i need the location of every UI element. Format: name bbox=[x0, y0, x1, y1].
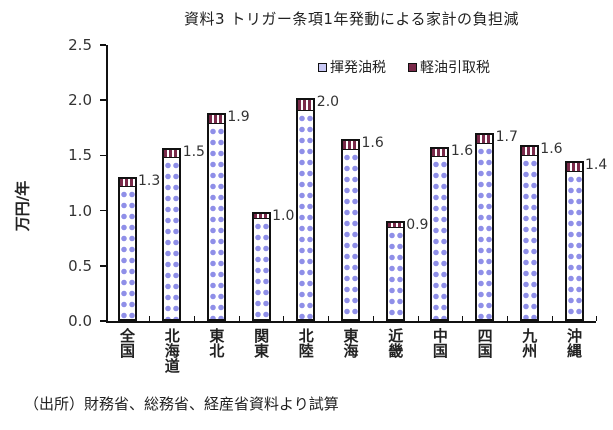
legend-item-diesel-tax: 軽油引取税 bbox=[408, 57, 490, 77]
bar-segment-gasoline-tax bbox=[298, 110, 314, 319]
y-tick-label: 2.0 bbox=[68, 91, 92, 110]
bar-segment-diesel-tax bbox=[566, 162, 582, 172]
y-tick bbox=[100, 154, 106, 157]
y-tick-label: 1.0 bbox=[68, 201, 92, 220]
bar-九州 bbox=[519, 145, 539, 321]
x-tick-label: 東北 bbox=[207, 328, 226, 358]
legend-item-gasoline-tax: 揮発油税 bbox=[318, 57, 386, 77]
x-tick bbox=[462, 316, 464, 321]
bar-segment-gasoline-tax bbox=[164, 158, 180, 319]
y-tick-label: 1.5 bbox=[68, 146, 92, 165]
y-tick bbox=[100, 265, 106, 267]
bar-value-label: 1.6 bbox=[540, 141, 563, 158]
bar-segment-gasoline-tax bbox=[119, 187, 135, 319]
bar-東海 bbox=[341, 138, 360, 321]
x-tick bbox=[238, 316, 240, 321]
chart-title: 資料3 トリガー条項1年発動による家計の負担減 bbox=[184, 10, 519, 28]
bar-value-label: 1.5 bbox=[182, 143, 205, 160]
bar-value-label: 1.9 bbox=[227, 109, 250, 126]
x-tick bbox=[283, 316, 285, 321]
bar-segment-diesel-tax bbox=[164, 149, 180, 159]
bar-北海道 bbox=[162, 147, 182, 321]
x-tick bbox=[506, 316, 508, 321]
bar-segment-gasoline-tax bbox=[387, 227, 403, 319]
bar-四国 bbox=[475, 133, 495, 321]
y-tick bbox=[100, 320, 106, 322]
x-tick-label: 沖縄 bbox=[565, 328, 583, 358]
bar-segment-gasoline-tax bbox=[208, 124, 224, 319]
y-tick-label: 0.0 bbox=[68, 312, 92, 330]
bar-value-label: 1.4 bbox=[585, 156, 608, 173]
bar-segment-diesel-tax bbox=[521, 147, 537, 157]
x-tick-label: 東海 bbox=[341, 328, 360, 358]
legend-label: 軽油引取税 bbox=[420, 60, 490, 76]
legend-swatch-gasoline-icon bbox=[318, 62, 327, 72]
bar-全国 bbox=[117, 177, 137, 321]
x-tick-label: 中国 bbox=[430, 328, 449, 358]
y-axis-label: 万円/年 bbox=[13, 180, 32, 232]
x-tick bbox=[551, 316, 553, 321]
bar-segment-gasoline-tax bbox=[343, 149, 358, 319]
bar-segment-diesel-tax bbox=[119, 179, 135, 188]
bar-沖縄 bbox=[564, 160, 584, 321]
bar-segment-diesel-tax bbox=[387, 222, 403, 228]
y-tick bbox=[100, 99, 106, 101]
bar-value-label: 1.6 bbox=[450, 142, 474, 159]
y-axis bbox=[106, 45, 108, 321]
x-tick-label: 九州 bbox=[520, 328, 539, 358]
x-tick-label: 関東 bbox=[252, 328, 271, 358]
legend-label: 揮発油税 bbox=[330, 60, 386, 76]
x-tick-label: 全国 bbox=[118, 328, 136, 358]
plot-area: 1.3 1.5 1.9 1.0 2.0 1.6 0.9 1.6 1.7 1.6 1.4 bbox=[100, 44, 607, 323]
bar-segment-gasoline-tax bbox=[253, 219, 269, 319]
bar-segment-gasoline-tax bbox=[477, 144, 493, 319]
x-tick bbox=[328, 316, 330, 321]
bar-北陸 bbox=[296, 98, 316, 321]
bar-segment-gasoline-tax bbox=[432, 157, 448, 319]
x-tick-label: 四国 bbox=[475, 328, 494, 358]
bar-segment-diesel-tax bbox=[298, 100, 314, 111]
x-tick-label: 近畿 bbox=[386, 328, 405, 358]
bar-東北 bbox=[206, 113, 226, 321]
legend: 揮発油税 軽油引取税 bbox=[318, 57, 490, 77]
bar-近畿 bbox=[385, 220, 405, 321]
bar-segment-diesel-tax bbox=[343, 140, 358, 150]
legend-swatch-diesel-icon bbox=[408, 62, 417, 72]
x-tick bbox=[149, 316, 151, 321]
x-tick bbox=[417, 316, 419, 321]
bar-segment-diesel-tax bbox=[477, 135, 493, 145]
bar-value-label: 1.6 bbox=[361, 134, 384, 151]
y-tick-label: 0.5 bbox=[68, 256, 92, 275]
x-tick bbox=[596, 316, 598, 321]
bar-value-label: 2.0 bbox=[316, 93, 340, 110]
bar-segment-diesel-tax bbox=[253, 213, 269, 220]
bar-segment-diesel-tax bbox=[432, 148, 448, 158]
y-tick bbox=[100, 44, 106, 46]
bar-value-label: 0.9 bbox=[406, 216, 429, 233]
bar-segment-diesel-tax bbox=[208, 115, 224, 125]
bar-関東 bbox=[251, 211, 271, 321]
x-axis bbox=[106, 321, 596, 323]
bar-value-label: 1.3 bbox=[138, 173, 161, 190]
source-note: （出所）財務省、総務省、経産省資料より試算 bbox=[24, 395, 339, 413]
bar-value-label: 1.0 bbox=[272, 207, 295, 224]
x-tick bbox=[194, 316, 196, 321]
bar-segment-gasoline-tax bbox=[566, 171, 582, 319]
bar-value-label: 1.7 bbox=[495, 129, 518, 146]
y-tick-label: 2.5 bbox=[68, 36, 92, 54]
x-tick-label: 北海道 bbox=[162, 328, 181, 373]
bar-segment-gasoline-tax bbox=[521, 156, 537, 319]
x-tick-label: 北陸 bbox=[296, 328, 315, 358]
x-tick bbox=[372, 316, 374, 321]
y-tick bbox=[100, 209, 106, 212]
bar-中国 bbox=[430, 146, 450, 321]
